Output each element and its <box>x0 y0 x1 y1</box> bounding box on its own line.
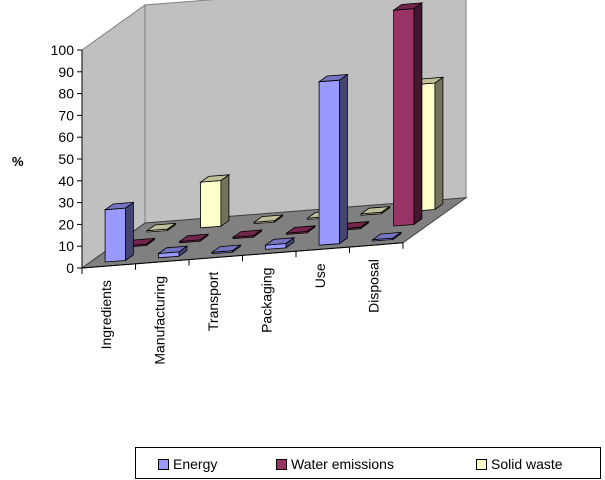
x-tick-label-ingredients: Ingredients <box>98 280 114 349</box>
y-tick-label: 40 <box>58 173 74 189</box>
bar-energy-disposal <box>371 231 403 242</box>
legend-label-solid-waste: Solid waste <box>491 456 563 472</box>
legend-item-energy: Energy <box>158 456 217 472</box>
y-tick-label: 80 <box>58 86 74 102</box>
y-tick-label: 30 <box>58 195 74 211</box>
bar-water-emissions-packaging <box>285 225 317 235</box>
bar-solid-waste-transport <box>252 214 284 225</box>
legend-item-solid-waste: Solid waste <box>476 456 563 472</box>
y-tick-label: 70 <box>58 107 74 123</box>
bar-energy-transport <box>210 244 242 255</box>
legend-label-water-emissions: Water emissions <box>291 456 394 472</box>
bar-energy-use <box>317 73 349 246</box>
y-tick-label: 90 <box>58 64 74 80</box>
x-tick-label-transport: Transport <box>205 272 221 332</box>
bar-water-emissions-manufacturing <box>178 233 210 244</box>
legend-label-energy: Energy <box>173 456 218 472</box>
legend: Energy Water emissions Solid waste <box>135 447 601 479</box>
y-tick-label: 10 <box>58 238 74 254</box>
x-tick-label-use: Use <box>312 263 328 288</box>
y-tick-label: 60 <box>58 129 74 145</box>
x-tick-label-packaging: Packaging <box>259 268 275 333</box>
bar-solid-waste-manufacturing <box>199 174 231 229</box>
y-tick-label: 50 <box>58 151 74 167</box>
legend-swatch-solid-waste <box>476 458 487 470</box>
x-tick-label-disposal: Disposal <box>366 259 382 313</box>
bar-energy-packaging <box>264 237 296 250</box>
bar-solid-waste-use <box>359 205 391 216</box>
bar-water-emissions-disposal <box>392 2 424 227</box>
y-axis-title: % <box>12 154 24 169</box>
bar-energy-manufacturing <box>157 245 189 259</box>
bar-solid-waste-ingredients <box>145 222 177 233</box>
y-tick-label: 100 <box>51 42 75 58</box>
legend-swatch-water-emissions <box>276 458 287 470</box>
bar-water-emissions-transport <box>231 229 263 240</box>
x-tick-label-manufacturing: Manufacturing <box>152 276 168 365</box>
legend-item-water-emissions: Water emissions <box>276 456 394 472</box>
legend-swatch-energy <box>158 458 169 470</box>
bar-energy-ingredients <box>103 201 135 263</box>
y-tick-label: 20 <box>58 216 74 232</box>
y-tick-label: 0 <box>66 260 74 276</box>
chart: 0 10 20 30 40 50 60 70 80 90 100% Ingredients Manufa… <box>12 0 468 365</box>
